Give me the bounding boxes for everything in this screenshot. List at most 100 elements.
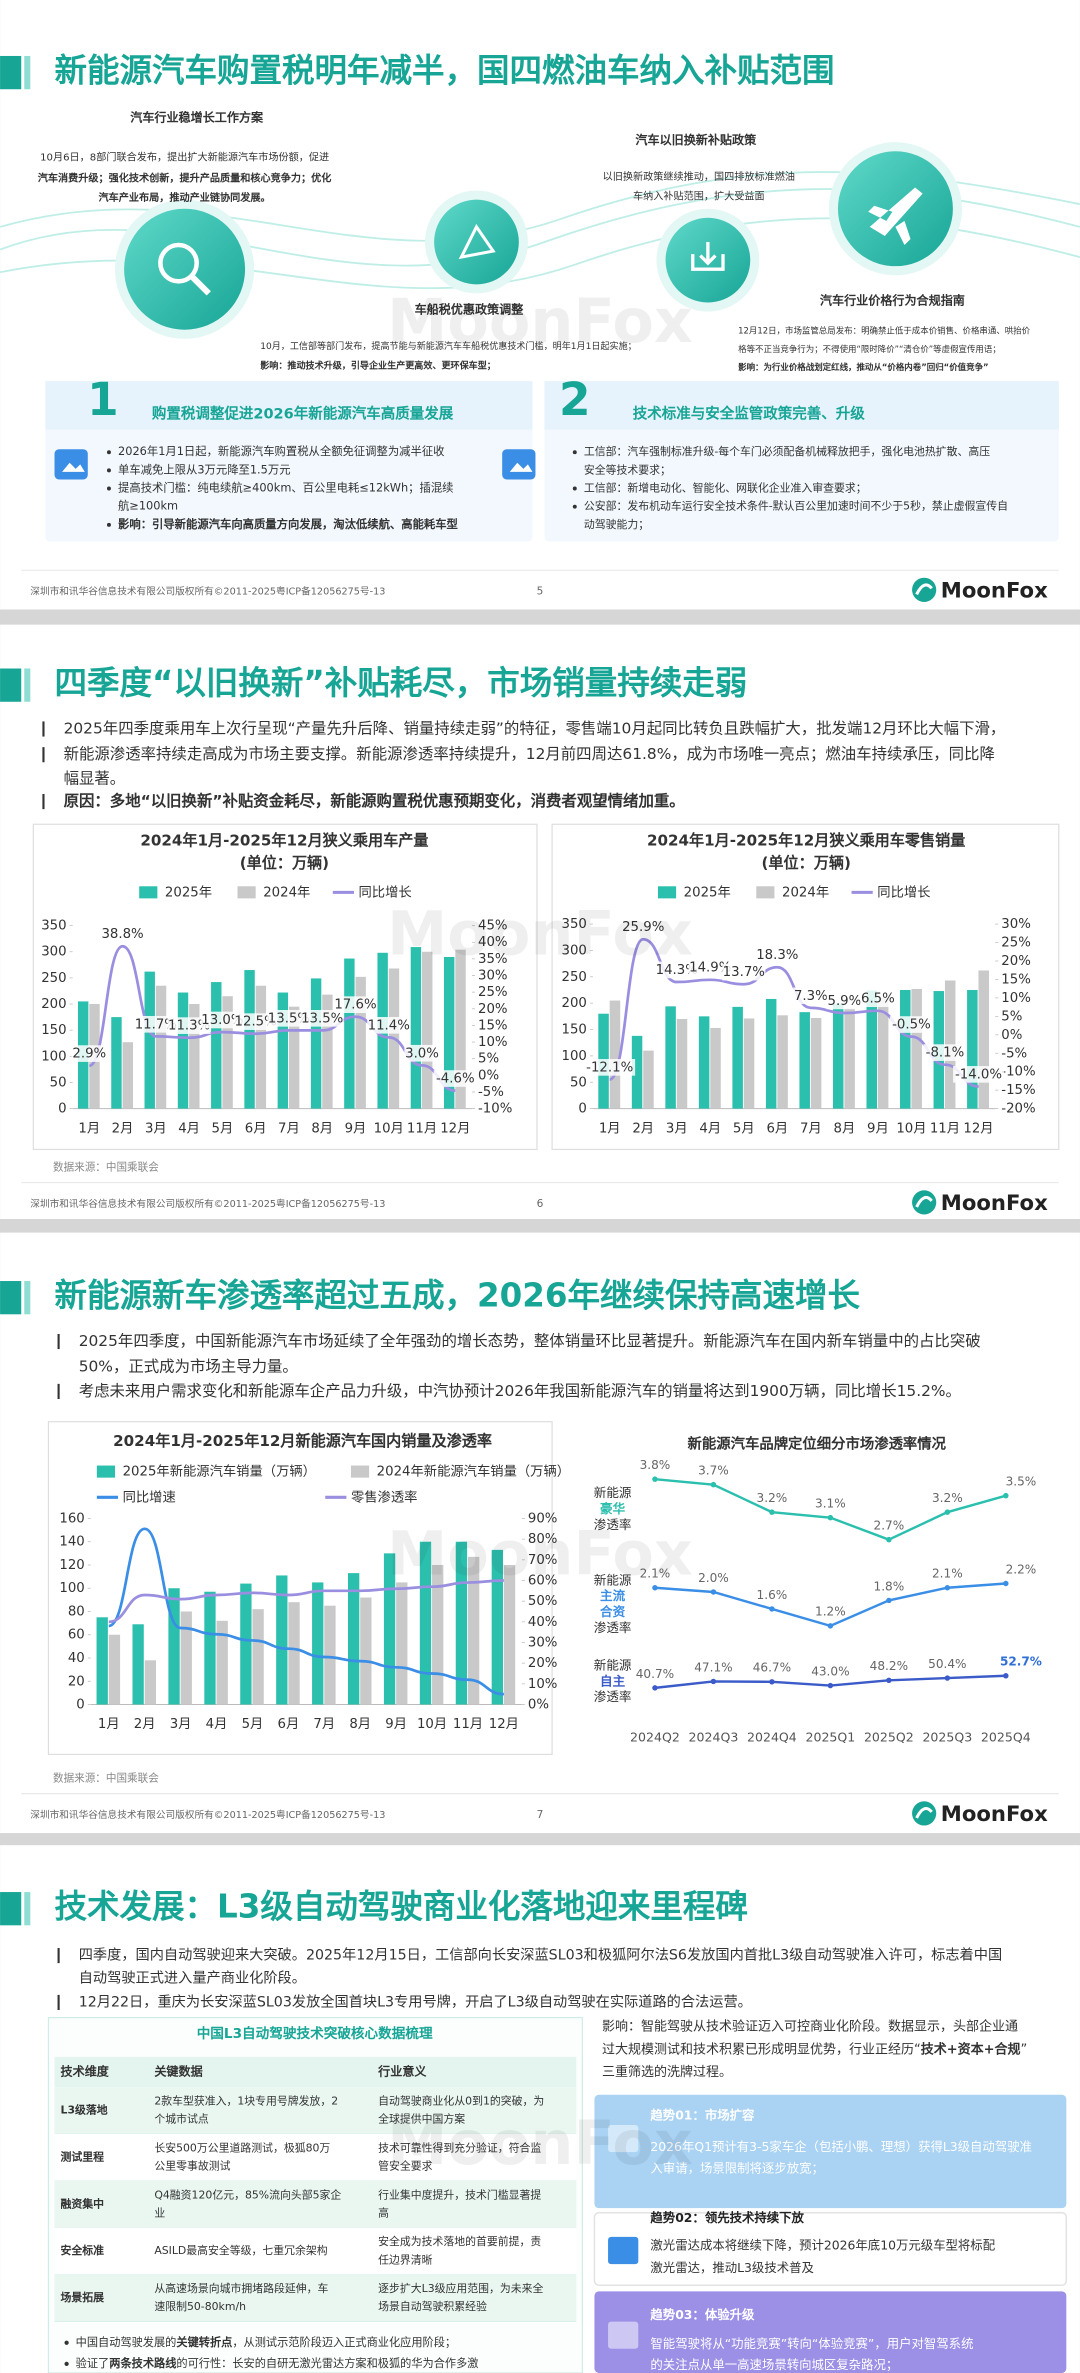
data-label: 18.3% <box>756 948 798 963</box>
data-label: 3.1% <box>815 1497 846 1511</box>
table-cell: 测试里程 <box>61 2149 105 2163</box>
data-label: 46.7% <box>753 1661 791 1675</box>
table-cell: 安全成为技术落地的首要前提，责 <box>378 2234 541 2248</box>
bar <box>799 1012 810 1109</box>
data-label: 47.1% <box>694 1660 732 1674</box>
y2-tick-label: 25% <box>478 985 508 1000</box>
y2-tick-label: 5% <box>1001 1009 1022 1024</box>
bar <box>832 1003 844 1109</box>
bar <box>765 998 777 1109</box>
bar <box>503 1564 516 1705</box>
y2-tick-label: 35% <box>478 952 508 967</box>
data-label: 13.5% <box>301 1011 343 1026</box>
text-part: 的可行性：长安的自研无激光雷达方案和极狐的华为合作多激 <box>176 2356 478 2370</box>
x-tick-label: 12月 <box>963 1121 993 1136</box>
chart-title: 2024年1月-2025年12月狭义乘用车零售销量 <box>647 831 965 849</box>
bar <box>252 1609 264 1705</box>
y-tick-label: 350 <box>41 919 66 934</box>
y-tick-label: 250 <box>41 971 66 986</box>
x-tick-label: 5月 <box>242 1717 264 1732</box>
box-text: 提高技术门槛：纯电续航≥400km、百公里电耗≤12kWh；插混续 <box>118 481 453 495</box>
watermark: MoonFox <box>387 2109 693 2179</box>
y2-tick-label: 80% <box>528 1532 558 1547</box>
row-label: 新能源 <box>594 1485 632 1500</box>
point <box>886 1677 892 1684</box>
y2-tick-label: 60% <box>528 1573 558 1588</box>
policy-box-head <box>544 381 1059 430</box>
title-accent <box>24 668 31 702</box>
trend-text: 的关注点从单一高速场景转向城区复杂路况； <box>650 2357 898 2372</box>
bar <box>355 976 366 1109</box>
title-accent <box>0 55 22 90</box>
y-tick-label: 120 <box>59 1558 84 1573</box>
data-label-bg <box>584 1059 636 1076</box>
y2-tick-label: 20% <box>528 1656 558 1671</box>
data-label-bg <box>826 992 863 1010</box>
trend-text: 智能驾驶将从“功能竞赛”转向“体验竞赛”，用户对智驾系统 <box>650 2336 973 2351</box>
bar <box>911 988 922 1109</box>
box-number: 1 <box>87 373 119 426</box>
y2-tick-label: 40% <box>528 1615 558 1630</box>
row-label: 新能源 <box>594 1572 632 1587</box>
table-cell: Q4融资120亿元，85%流向头部5家企 <box>154 2187 341 2201</box>
legend-label: 零售渗透率 <box>351 1488 417 1505</box>
point <box>652 1585 658 1591</box>
y2-tick-label: 0% <box>1001 1028 1022 1043</box>
bullet-text: 幅显著。 <box>64 769 126 787</box>
bullet-dot <box>106 468 111 473</box>
y2-tick-label: -10% <box>1001 1065 1035 1080</box>
x-tick-label: 11月 <box>930 1121 960 1136</box>
point <box>652 1476 658 1482</box>
x-tick-label: 2025Q4 <box>981 1729 1031 1744</box>
y-tick-label: 150 <box>561 1023 586 1038</box>
y2-tick-label: 30% <box>478 969 508 984</box>
bar <box>344 958 355 1109</box>
y-tick-label: 50 <box>50 1075 67 1090</box>
bar <box>222 996 233 1109</box>
data-label: -0.5% <box>892 1018 931 1033</box>
bullet-bar <box>57 1333 60 1350</box>
y-tick-label: 200 <box>41 997 66 1012</box>
point <box>1003 1673 1009 1679</box>
bar <box>455 949 466 1109</box>
x-tick-label: 11月 <box>453 1717 483 1732</box>
table-cell: 自动驾驶商业化从0到1的突破，为 <box>378 2094 544 2108</box>
bar <box>432 1564 444 1705</box>
y2-tick-label: -20% <box>1001 1102 1035 1117</box>
data-label-bg <box>722 963 766 981</box>
data-label: 25.9% <box>622 920 664 935</box>
y2-tick-label: 15% <box>1001 972 1031 987</box>
bullet-text: 2025年四季度乘用车上次行呈现“产量先升后降、销量持续走弱”的特征，零售端10… <box>64 719 1006 737</box>
chart-title: 2024年1月-2025年12月新能源汽车国内销量及渗透率 <box>113 1432 492 1450</box>
box-text: 航≥100km <box>118 499 178 513</box>
logo: MoonFox <box>941 577 1048 602</box>
data-label-bg <box>889 1016 933 1033</box>
data-label-bg <box>101 925 145 943</box>
data-label: 2.1% <box>932 1567 963 1581</box>
legend-swatch <box>350 1465 370 1478</box>
table-cell: 技术可靠性得到充分验证，符合监 <box>378 2140 541 2154</box>
x-tick-label: 8月 <box>349 1717 371 1732</box>
bar <box>360 1597 372 1705</box>
bullet-text: 50%，正式成为市场主导力量。 <box>79 1358 298 1376</box>
x-tick-label: 4月 <box>699 1121 721 1136</box>
bar <box>180 1611 192 1705</box>
impact-text: 三重筛选的洗牌过程。 <box>602 2064 732 2080</box>
x-tick-label: 2月 <box>112 1121 134 1136</box>
bar <box>422 951 433 1109</box>
data-label: 5.9% <box>827 994 861 1009</box>
source: 数据来源：中国乘联会 <box>53 1161 159 1174</box>
y2-tick-label: 30% <box>528 1635 558 1650</box>
bullet-text: 2025年四季度，中国新能源汽车市场延续了全年强劲的增长态势，整体销量环比显著提… <box>79 1332 981 1350</box>
point <box>944 1675 951 1681</box>
footer: 深圳市和讯华谷信息技术有限公司版权所有©2011-2025粤ICP备120562… <box>30 1198 385 1210</box>
table-cell: 场景自动驾驶积累经验 <box>378 2299 487 2313</box>
title-accent <box>0 1892 22 1926</box>
point <box>769 1679 775 1685</box>
bar <box>609 1000 621 1109</box>
policy-text: 格等不正当竞争行为；不得使用“限时降价”“清仓价”等虚假宣传用语； <box>738 344 1001 354</box>
x-tick-label: 7月 <box>800 1121 822 1136</box>
bar <box>108 1634 121 1705</box>
logo-icon <box>912 1801 937 1826</box>
data-label: 11.4% <box>368 1018 410 1033</box>
